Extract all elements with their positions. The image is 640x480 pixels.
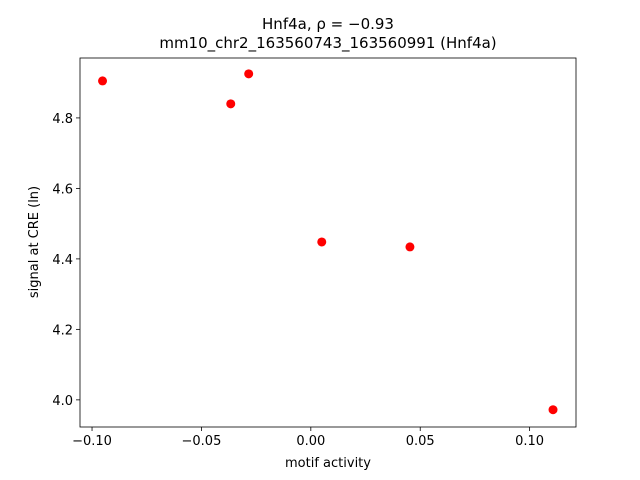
- point: [405, 242, 415, 252]
- y-axis-label: signal at CRE (ln): [27, 186, 42, 298]
- point: [98, 76, 108, 86]
- chart-subtitle: mm10_chr2_163560743_163560991 (Hnf4a): [159, 34, 496, 53]
- y-tick-label: 4.8: [52, 112, 73, 127]
- point: [226, 99, 236, 109]
- y-tick-label: 4.2: [52, 323, 73, 338]
- y-tick-label: 4.0: [52, 394, 73, 409]
- x-tick-label: 0.05: [406, 434, 435, 449]
- plot-frame: [79, 57, 577, 428]
- point: [548, 405, 558, 415]
- x-tick-label: −0.10: [72, 434, 112, 449]
- x-axis-label: motif activity: [285, 456, 371, 471]
- x-tick-label: −0.05: [182, 434, 222, 449]
- point: [317, 237, 327, 247]
- y-tick-label: 4.6: [52, 182, 73, 197]
- x-tick-label: 0.10: [515, 434, 544, 449]
- y-tick-label: 4.4: [52, 253, 73, 268]
- chart-title: Hnf4a, ρ = −0.93: [262, 15, 394, 33]
- x-tick-label: 0.00: [296, 434, 325, 449]
- point: [244, 69, 254, 79]
